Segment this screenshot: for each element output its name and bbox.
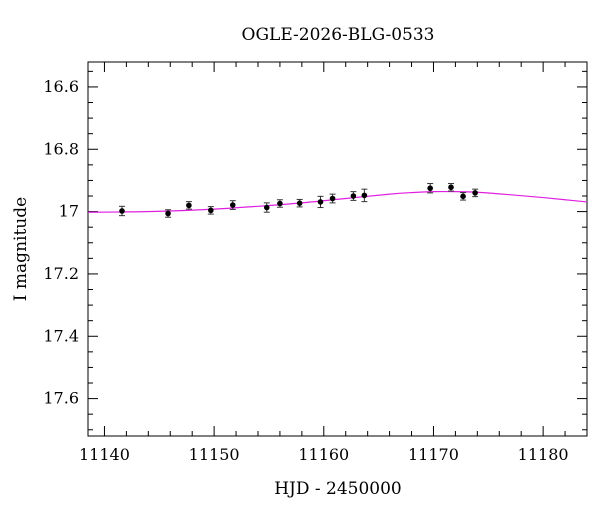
- data-point: [208, 207, 214, 214]
- plot-frame: [87, 61, 588, 437]
- x-tick-labels: 11140 11150 11160 11170 11180: [79, 445, 569, 464]
- data-point: [329, 195, 336, 202]
- x-tick-label: 11160: [298, 445, 349, 464]
- data-point: [460, 193, 466, 200]
- y-axis-label: I magnitude: [11, 197, 31, 301]
- y-tick-labels: 16.6 16.8 17 17.2 17.4 17.6: [43, 77, 79, 408]
- data-point: [186, 202, 192, 209]
- data-point: [317, 199, 324, 205]
- model-curve: [87, 190, 588, 213]
- data-point: [296, 200, 303, 206]
- data-point: [165, 210, 171, 217]
- chart-title: OGLE-2026-BLG-0533: [242, 25, 435, 45]
- x-tick-label: 11180: [518, 445, 569, 464]
- y-tick-label: 17: [59, 202, 79, 221]
- x-axis-label: HJD - 2450000: [274, 479, 402, 499]
- data-point: [361, 192, 368, 199]
- data-points: [119, 184, 478, 217]
- y-tick-label: 17.4: [43, 326, 79, 345]
- data-point: [427, 185, 433, 192]
- x-tick-label: 11140: [79, 445, 130, 464]
- y-tick-label: 17.2: [43, 264, 79, 283]
- data-point: [263, 204, 270, 211]
- data-point: [350, 193, 357, 199]
- axis-ticks: [88, 62, 588, 436]
- data-point: [229, 202, 236, 208]
- data-point: [119, 208, 125, 214]
- x-tick-label: 11150: [189, 445, 240, 464]
- error-bars: [118, 183, 479, 218]
- y-tick-label: 16.6: [43, 77, 79, 96]
- data-point: [277, 200, 283, 207]
- x-tick-label: 11170: [408, 445, 459, 464]
- data-point: [472, 190, 478, 196]
- data-point: [448, 184, 454, 191]
- y-tick-label: 17.6: [43, 389, 79, 408]
- plot-area: [87, 183, 588, 218]
- y-tick-label: 16.8: [43, 139, 79, 158]
